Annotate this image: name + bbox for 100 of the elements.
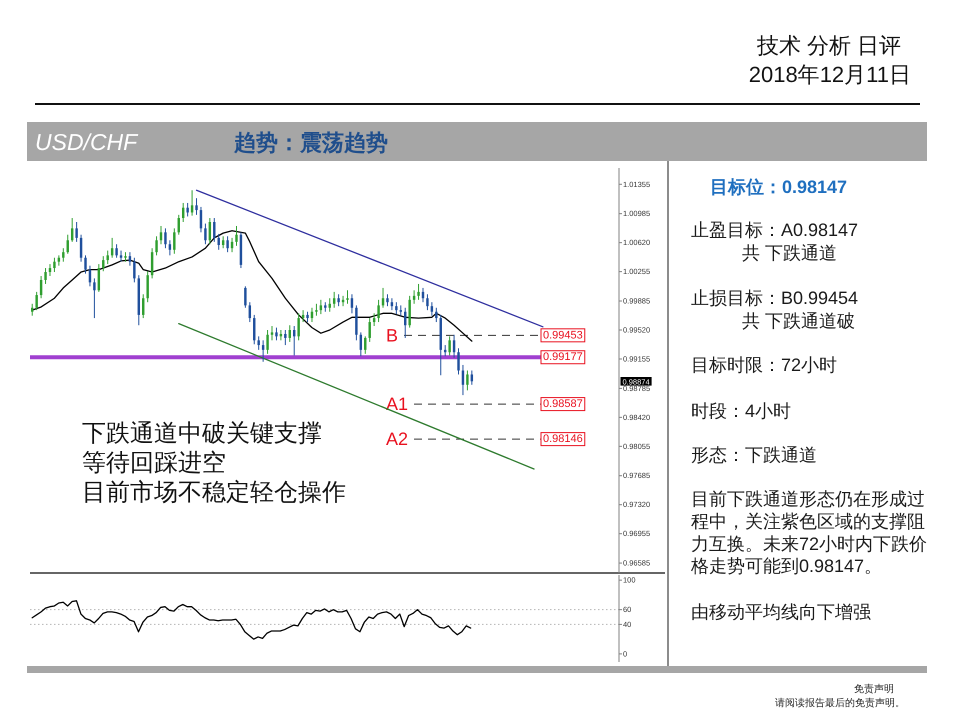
text: 技术 分析 日评 [756,33,901,58]
line-series [32,600,472,640]
candlestick [404,307,406,338]
candlestick [337,294,340,307]
candlestick [328,298,331,312]
ref-line-label: 0.98146 [543,433,583,446]
candlestick [190,190,194,216]
ref-line-label: 0.98587 [543,398,583,410]
candlestick [146,270,149,303]
candlestick [128,252,132,266]
candlestick [98,264,100,292]
annotation: 目前市场不稳定轻仓操作 [82,479,346,506]
text: 共 下跌通道 [742,243,838,263]
candlestick [230,237,234,253]
candlestick [470,370,474,386]
candlestick [315,303,318,316]
candlestick [297,312,300,341]
candlestick [412,290,416,304]
candlestick [364,336,366,354]
candlestick [102,256,104,272]
candlestick [110,237,114,258]
candlestick [93,278,96,319]
candlestick [435,307,438,323]
candlestick [70,218,74,242]
candlestick [320,299,322,315]
candlestick [350,294,354,314]
candlestick [106,250,109,265]
candlestick [88,265,92,287]
candlestick [62,248,65,262]
candlestick [395,302,398,315]
text: 目标位：0.98147 [710,177,848,197]
candlestick [332,291,336,308]
text: USD/CHF [35,129,140,155]
text: 共 下跌通道破 [742,311,856,331]
candlestick [142,294,144,319]
annotation: 等待回踩进空 [82,450,226,476]
candlestick [462,364,464,396]
candlestick [178,214,180,236]
candlestick [31,303,34,316]
candlestick [430,302,434,316]
candlestick [115,244,118,258]
candlestick [213,218,216,242]
text: 趋势：震荡趋势 [233,130,388,155]
text: 由移动平均线向下增强 [691,602,871,622]
candlestick [360,332,362,357]
candlestick [324,302,327,312]
candlestick [58,254,60,266]
candlestick [35,291,38,311]
candlestick [150,248,154,279]
candlestick [222,236,224,249]
candlestick [400,304,402,316]
candlestick [164,228,167,249]
text: 目标时限：72小时 [691,355,838,375]
text: 时段：4小时 [691,401,792,421]
candlestick [53,257,56,273]
candlestick [386,294,389,307]
candlestick [266,330,269,354]
candlestick [75,222,78,242]
candlestick [275,327,278,341]
candlestick [280,330,282,341]
candlestick [186,202,189,217]
ref-line-label: 0.99177 [543,351,583,364]
candlestick [200,206,202,233]
candlestick [244,286,247,308]
candlestick [208,218,212,245]
candlestick [40,276,42,299]
candlestick [426,294,429,311]
candlestick [168,240,172,256]
text: 免责声明 [854,683,894,695]
text: 目前下跌通道形态仍在形成过程中，关注紫色区域的支撑阻力互换。未来72小时内下跌价格走势可能到0.98147。 [690,489,928,576]
candlestick [417,283,420,300]
annotation: B [386,325,398,346]
candlestick [288,324,291,342]
candlestick [218,233,220,250]
candlestick [44,268,47,284]
candlestick [372,312,376,327]
candlestick [302,310,304,323]
candlestick [182,202,184,222]
candlestick [390,298,394,311]
candlestick [306,311,309,323]
candlestick [226,236,229,253]
ref-line-label: 0.99453 [543,329,583,342]
text: 2018年12月11日 [748,62,911,87]
text: 止损目标：B0.99454 [691,288,858,308]
candlestick [204,223,207,245]
candlestick [257,336,260,350]
candlestick [262,340,264,362]
candlestick [292,326,296,356]
text: 止盈目标：A0.98147 [691,220,858,240]
candlestick [248,302,252,323]
candlestick [466,370,469,391]
candlestick [173,228,176,254]
candlestick [155,236,158,256]
annotation: A2 [386,429,408,450]
annotation: 下跌通道中破关键支撑 [82,420,322,447]
candlestick [377,299,380,323]
candlestick [448,336,451,356]
candlestick [80,234,82,262]
candlestick [368,318,371,342]
candlestick [346,290,349,304]
